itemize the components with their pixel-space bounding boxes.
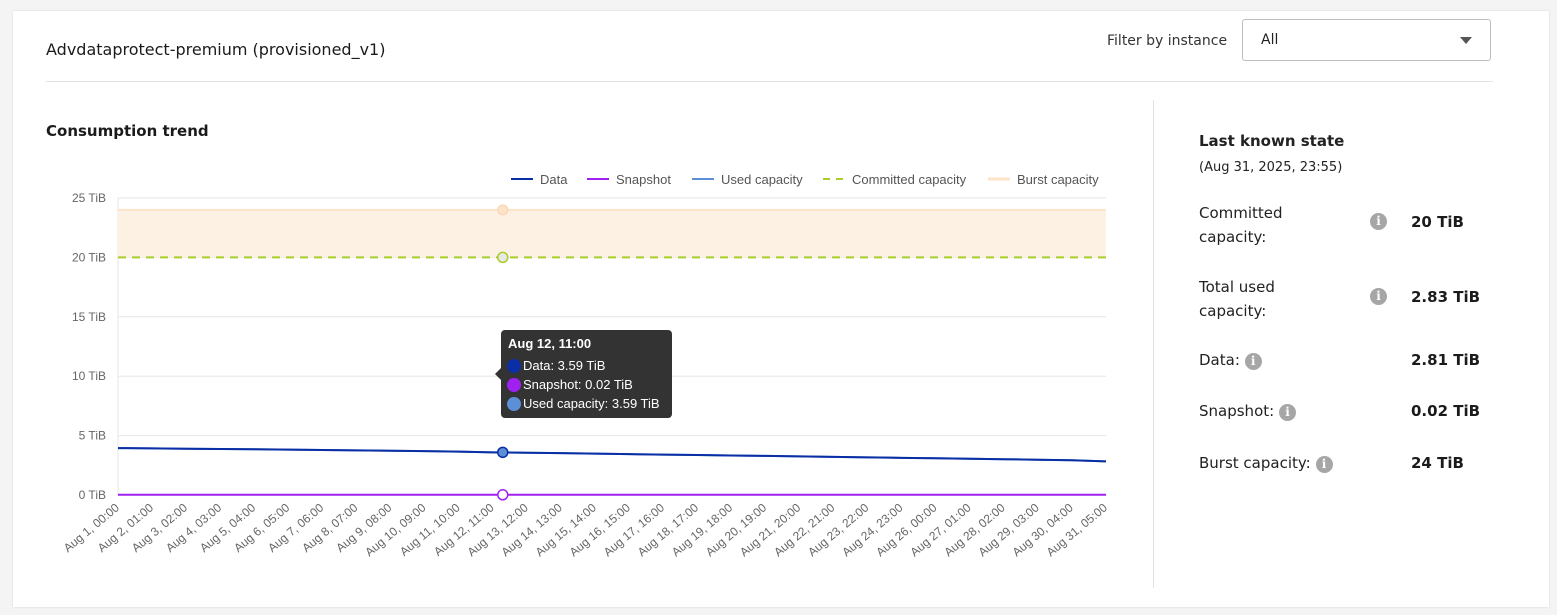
info-icon[interactable]: i xyxy=(1370,213,1387,230)
chart-tooltip: Aug 12, 11:00 Data: 3.59 TiB Snapshot: 0… xyxy=(495,330,672,418)
chart-title: Consumption trend xyxy=(46,122,209,140)
tooltip-text: Used capacity: 3.59 TiB xyxy=(523,396,660,411)
last-known-timestamp: (Aug 31, 2025, 23:55) xyxy=(1199,160,1343,175)
last-known-title: Last known state xyxy=(1199,132,1345,150)
data-dot-icon xyxy=(507,359,521,373)
legend-label: Committed capacity xyxy=(852,172,967,187)
burst-label: Burst capacity: xyxy=(1199,454,1311,472)
burst-point xyxy=(497,204,509,216)
label-line: capacity: xyxy=(1199,302,1267,320)
burst-label-row: Burst capacity: i xyxy=(1199,454,1333,473)
legend-label: Used capacity xyxy=(721,172,803,187)
tooltip-text: Snapshot: 0.02 TiB xyxy=(523,377,633,392)
divider-vertical xyxy=(1153,100,1154,588)
total-used-label: Total used capacity: xyxy=(1199,275,1275,323)
tooltip-row-used: Used capacity: 3.59 TiB xyxy=(507,396,660,411)
legend-label: Data xyxy=(540,172,568,187)
y-tick-label: 15 TiB xyxy=(72,310,106,324)
data-label: Data: xyxy=(1199,351,1240,369)
tooltip-row-snapshot: Snapshot: 0.02 TiB xyxy=(507,377,633,392)
instance-filter-select[interactable]: All xyxy=(1242,19,1491,61)
select-value: All xyxy=(1261,32,1279,48)
legend-label: Burst capacity xyxy=(1017,172,1099,187)
info-icon[interactable]: i xyxy=(1315,456,1333,473)
snapshot-label-row: Snapshot: i xyxy=(1199,402,1296,421)
tooltip-row-data: Data: 3.59 TiB xyxy=(507,358,605,373)
data-label-row: Data: i xyxy=(1199,351,1262,370)
info-icon[interactable]: i xyxy=(1370,288,1387,305)
committed-value: 20 TiB xyxy=(1411,213,1464,231)
y-tick-label: 5 TiB xyxy=(79,429,106,443)
filter-label: Filter by instance xyxy=(1107,33,1228,49)
label-line: Committed xyxy=(1199,204,1283,222)
tooltip-text: Data: 3.59 TiB xyxy=(523,358,606,373)
page-title: Advdataprotect-premium (provisioned_v1) xyxy=(46,40,386,59)
y-tick-label: 20 TiB xyxy=(72,250,106,264)
snapshot-label: Snapshot: xyxy=(1199,402,1275,420)
data-value: 2.81 TiB xyxy=(1411,351,1481,369)
y-tick-label: 25 TiB xyxy=(72,191,106,205)
committed-point xyxy=(497,251,509,264)
y-tick-label: 10 TiB xyxy=(72,369,106,383)
snapshot-dot-icon xyxy=(507,378,521,392)
info-icon[interactable]: i xyxy=(1278,404,1296,421)
burst-value: 24 TiB xyxy=(1411,454,1464,472)
burst-capacity-area xyxy=(118,209,1106,258)
snapshot-value: 0.02 TiB xyxy=(1411,402,1481,420)
snapshot-point xyxy=(497,489,509,501)
committed-label: Committed capacity: xyxy=(1199,201,1283,249)
data-line xyxy=(117,447,1107,463)
divider xyxy=(46,81,1493,82)
info-icon[interactable]: i xyxy=(1244,353,1262,370)
label-line: Total used xyxy=(1199,278,1275,296)
y-tick-label: 0 TiB xyxy=(79,488,106,502)
total-used-value: 2.83 TiB xyxy=(1411,288,1481,306)
label-line: capacity: xyxy=(1199,228,1267,246)
legend-label: Snapshot xyxy=(616,172,671,187)
capacity-card xyxy=(13,11,1549,607)
data-point xyxy=(497,446,509,459)
used-dot-icon xyxy=(507,397,521,411)
chevron-down-icon xyxy=(1460,37,1472,44)
tooltip-title: Aug 12, 11:00 xyxy=(508,336,592,351)
